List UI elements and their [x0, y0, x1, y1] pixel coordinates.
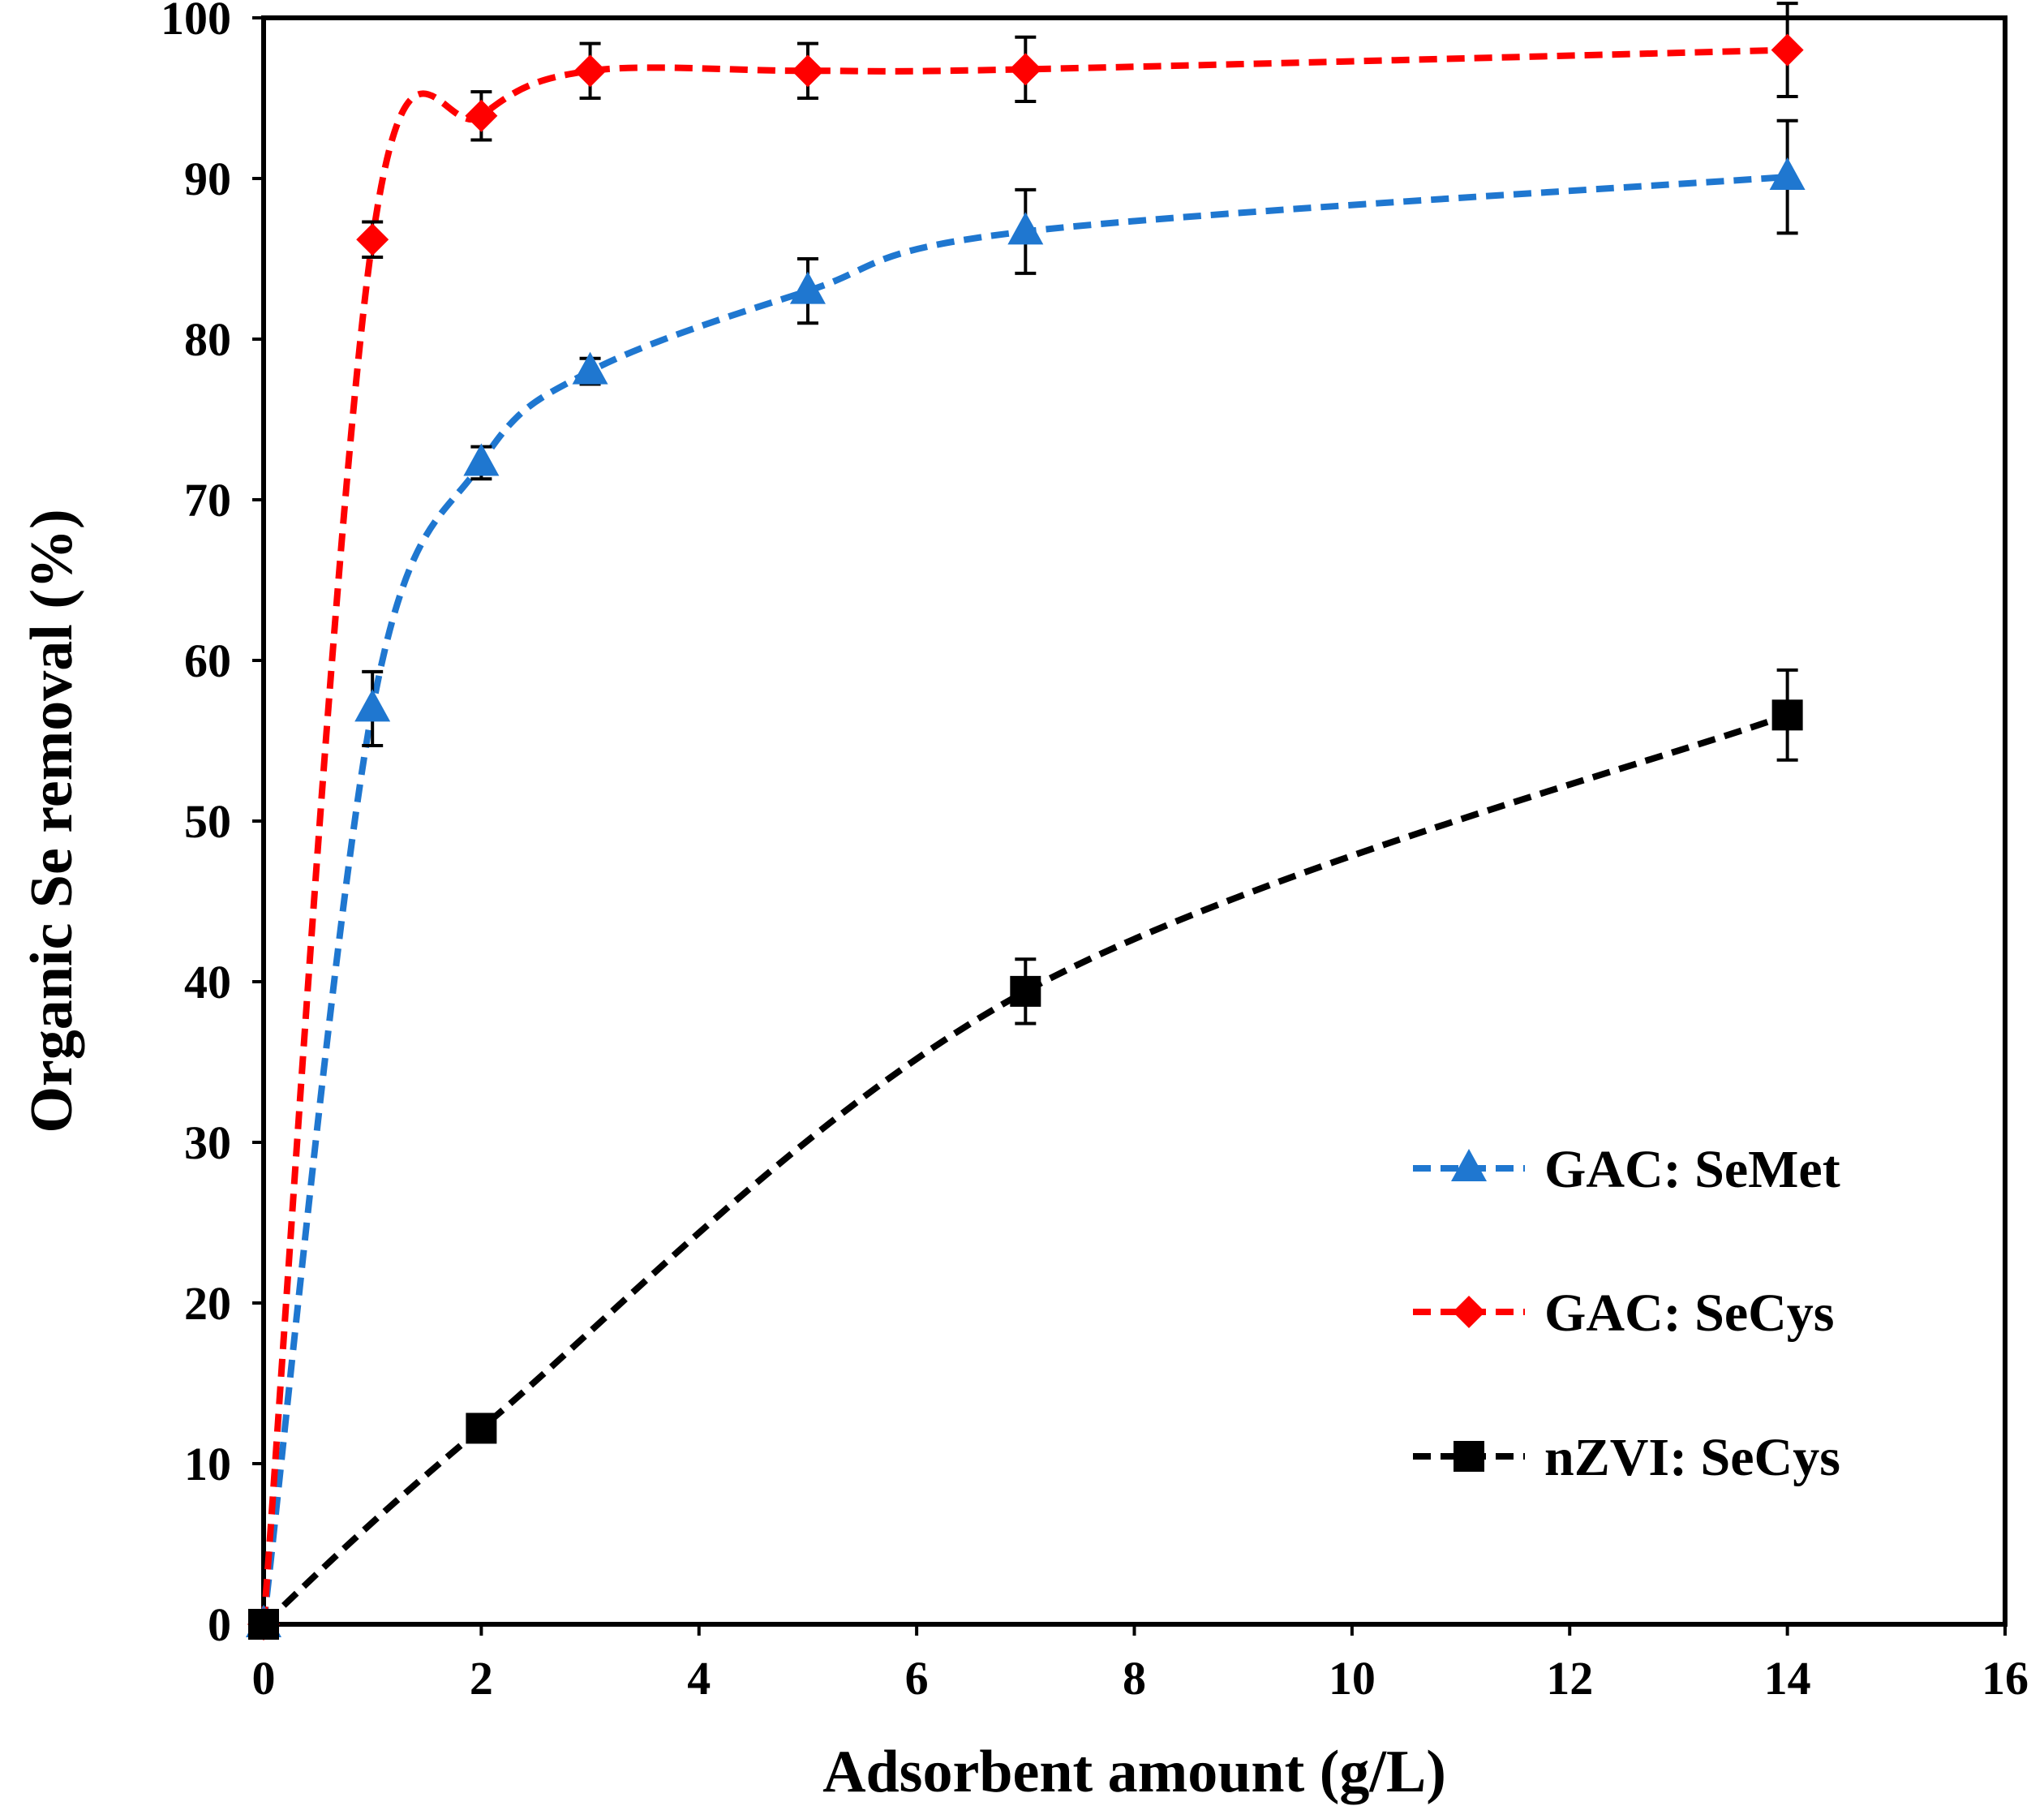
y-tick-label: 70: [184, 474, 231, 527]
y-tick-label: 0: [208, 1598, 231, 1651]
legend-label: nZVI: SeCys: [1544, 1428, 1840, 1487]
x-tick-label: 10: [1329, 1652, 1376, 1705]
legend-item-nzvi-secys: nZVI: SeCys: [1413, 1428, 1840, 1487]
legend: GAC: SeMet GAC: SeCys nZVI: SeCys: [1413, 1140, 1840, 1487]
x-tick-label: 16: [1982, 1652, 2029, 1705]
data-point-gac-secys: [573, 54, 607, 88]
data-point-gac-secys: [1771, 33, 1804, 67]
y-tick-label: 50: [184, 795, 231, 848]
y-axis-title: Organic Se removal (%): [19, 509, 85, 1133]
data-point-gac-semet: [463, 443, 500, 476]
legend-item-gac-secys: GAC: SeCys: [1413, 1284, 1835, 1343]
data-point-nzvi-secys: [466, 1413, 497, 1444]
x-axis-title: Adsorbent amount (g/L): [822, 1739, 1446, 1805]
x-tick-label: 14: [1764, 1652, 1811, 1705]
data-point-nzvi-secys: [1771, 699, 1803, 731]
y-tick-label: 30: [184, 1116, 231, 1169]
data-point-gac-secys: [465, 99, 498, 132]
x-tick-label: 2: [470, 1652, 493, 1705]
data-point-nzvi-secys: [1010, 975, 1041, 1007]
series-markers: [246, 33, 1806, 1641]
data-point-gac-secys: [356, 223, 389, 256]
data-point-gac-semet: [572, 351, 608, 385]
data-point-gac-secys: [1009, 53, 1042, 86]
y-tick-label: 20: [184, 1277, 231, 1330]
y-tick-label: 10: [184, 1438, 231, 1490]
y-tick-label: 100: [161, 0, 231, 45]
data-point-gac-semet: [789, 271, 826, 304]
y-axis-ticks: 0 10 20 30 40 50 60 70 80 90 100: [161, 0, 264, 1651]
legend-marker-gac-semet: [1451, 1149, 1487, 1181]
data-point-nzvi-secys: [248, 1609, 279, 1640]
legend-marker-gac-secys: [1453, 1296, 1485, 1328]
data-point-gac-semet: [1769, 157, 1806, 191]
y-tick-label: 80: [184, 313, 231, 366]
legend-item-gac-semet: GAC: SeMet: [1413, 1140, 1840, 1199]
x-tick-label: 6: [905, 1652, 929, 1705]
x-tick-label: 0: [252, 1652, 276, 1705]
series-line-gac-secys: [260, 46, 1788, 1625]
data-point-gac-semet: [1007, 212, 1044, 245]
legend-label: GAC: SeCys: [1544, 1284, 1835, 1343]
x-axis-ticks: 0 2 4 6 8 10 12 14 16: [252, 1624, 2029, 1705]
legend-marker-nzvi-secys: [1454, 1441, 1484, 1472]
data-point-gac-secys: [791, 54, 824, 88]
x-tick-label: 4: [687, 1652, 711, 1705]
y-tick-label: 40: [184, 956, 231, 1008]
data-point-gac-semet: [354, 689, 391, 722]
y-tick-label: 90: [184, 153, 231, 205]
series-line-nzvi-secys: [261, 712, 1788, 1627]
x-tick-label: 8: [1123, 1652, 1146, 1705]
x-tick-label: 12: [1546, 1652, 1593, 1705]
y-tick-label: 60: [184, 634, 231, 687]
legend-label: GAC: SeMet: [1544, 1140, 1840, 1199]
